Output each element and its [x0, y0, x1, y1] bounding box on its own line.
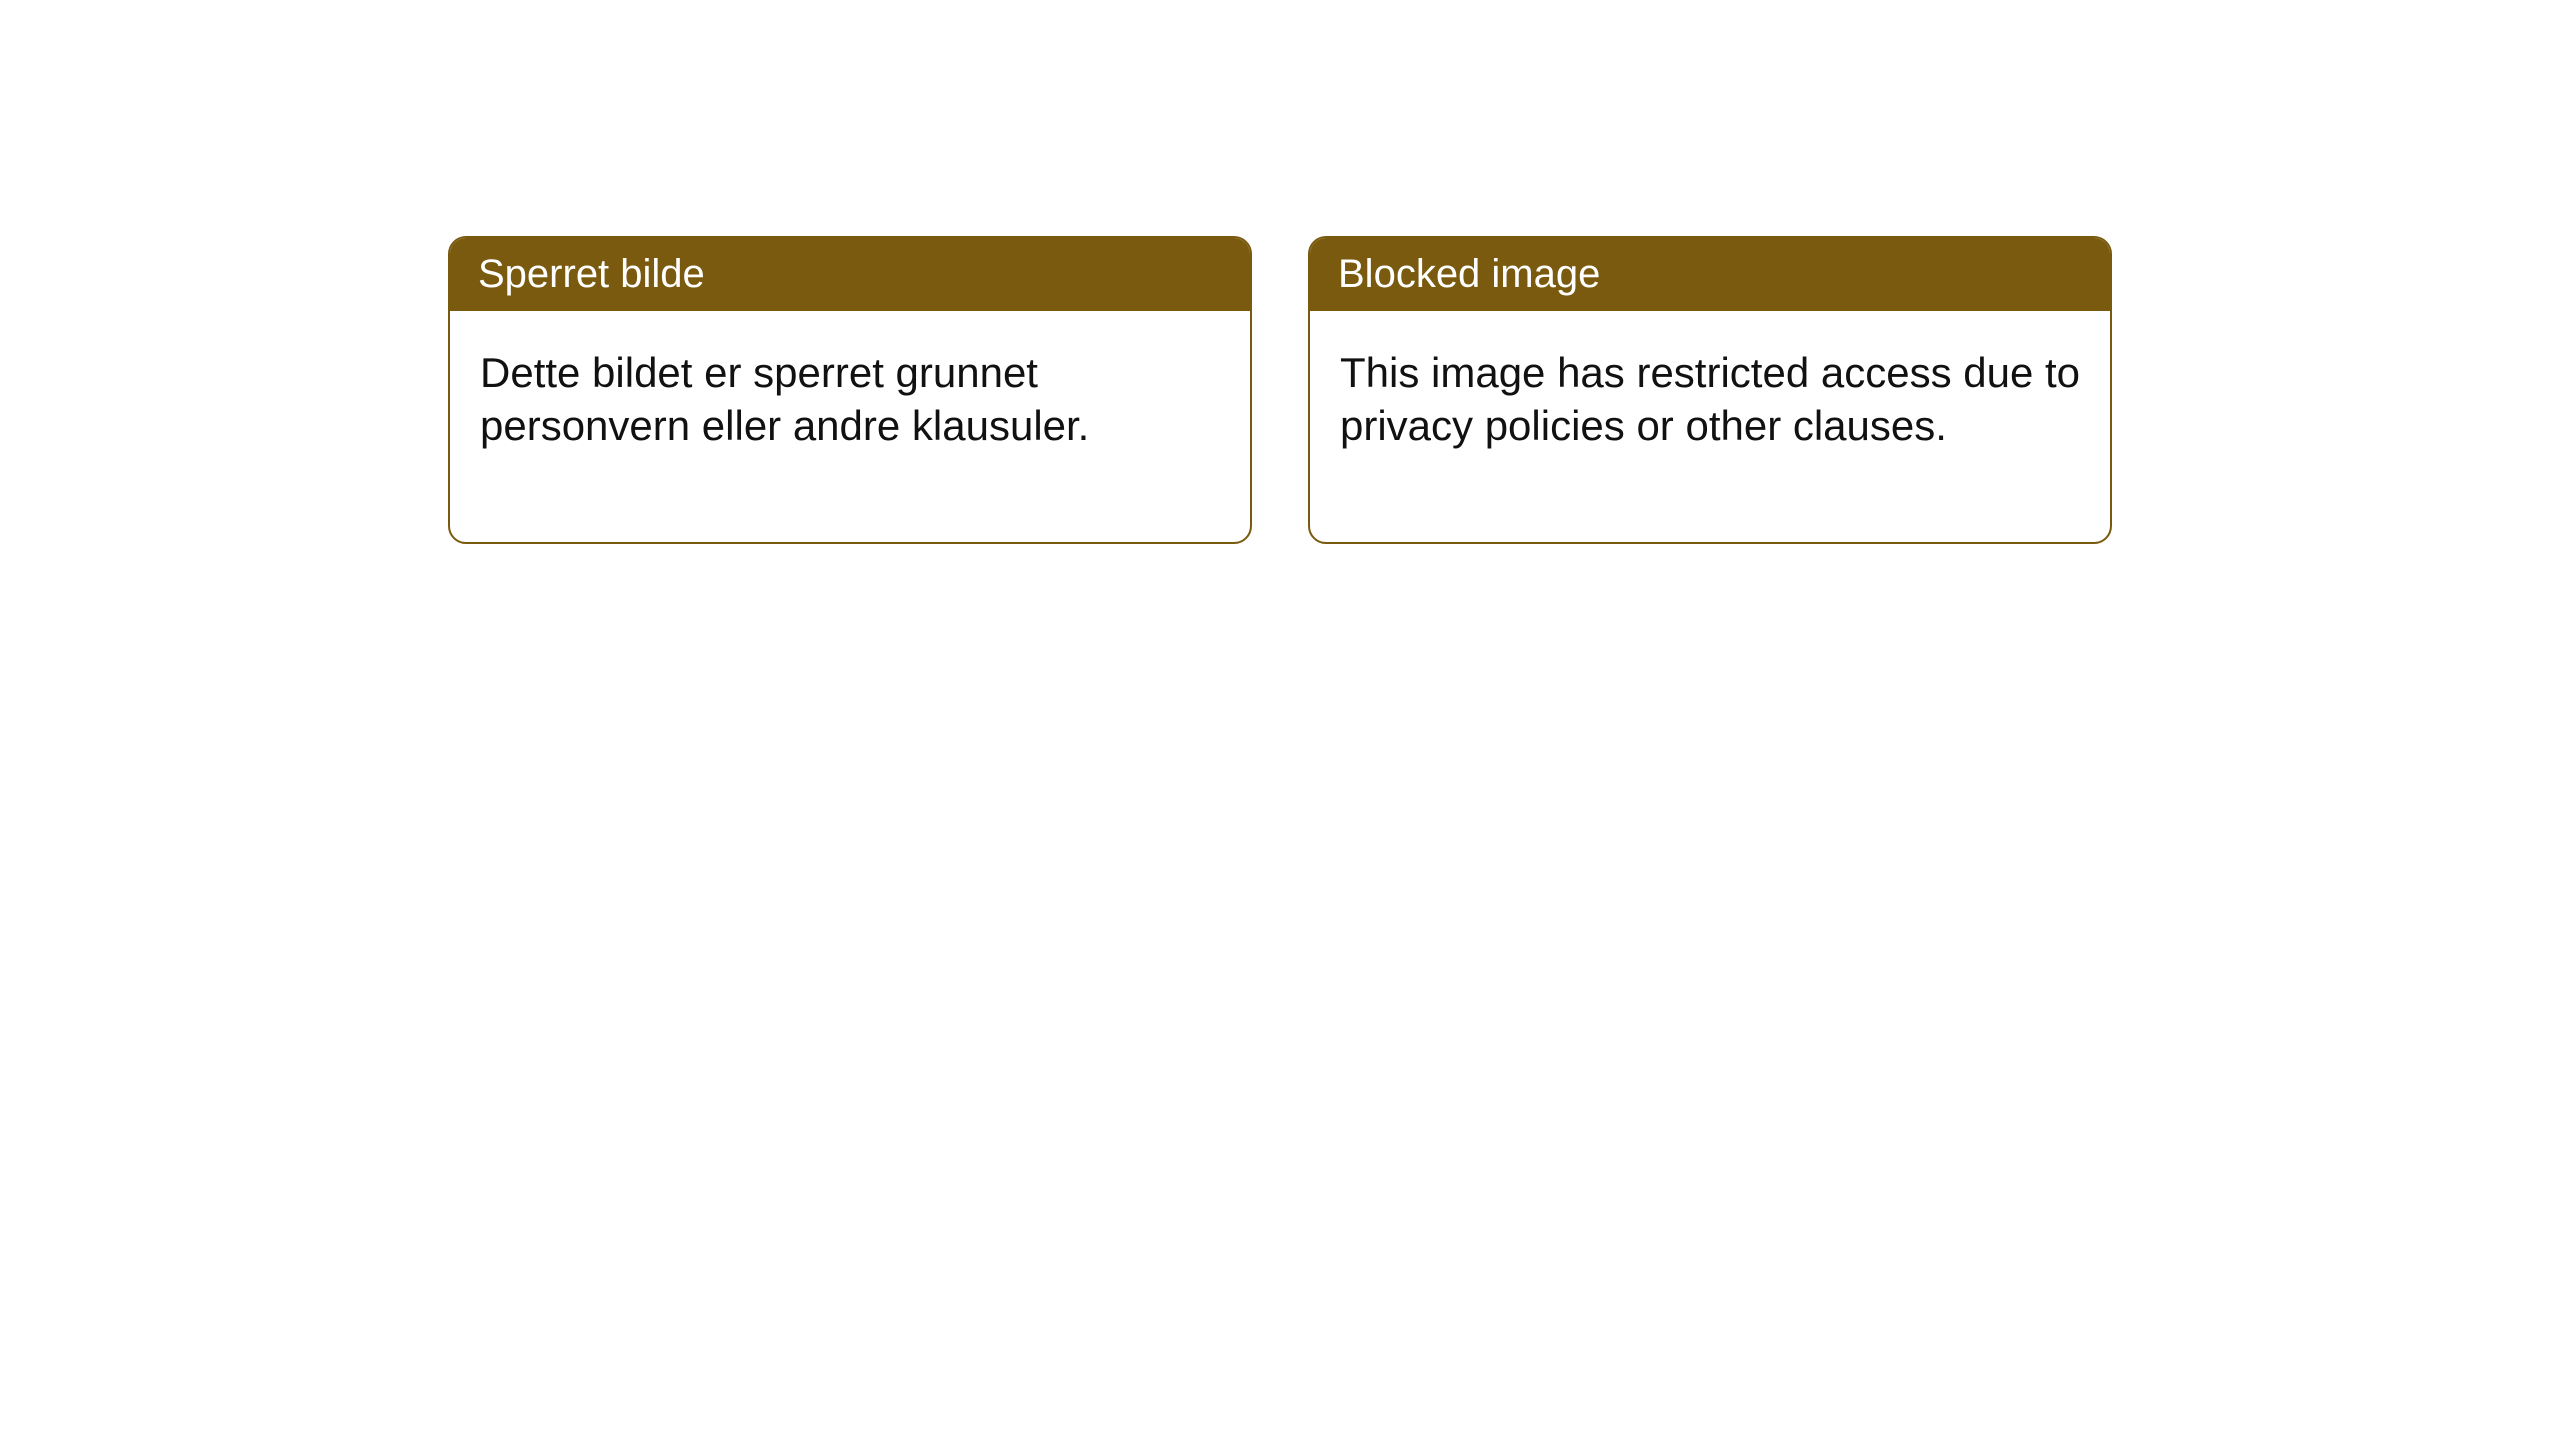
notice-header-norwegian: Sperret bilde [450, 238, 1250, 311]
notice-title-english: Blocked image [1338, 252, 1600, 296]
notice-card-norwegian: Sperret bilde Dette bildet er sperret gr… [448, 236, 1252, 544]
notice-header-english: Blocked image [1310, 238, 2110, 311]
notice-card-english: Blocked image This image has restricted … [1308, 236, 2112, 544]
notice-text-english: This image has restricted access due to … [1340, 349, 2080, 449]
notice-container: Sperret bilde Dette bildet er sperret gr… [448, 236, 2112, 544]
notice-body-english: This image has restricted access due to … [1310, 311, 2110, 542]
notice-title-norwegian: Sperret bilde [478, 252, 705, 296]
notice-body-norwegian: Dette bildet er sperret grunnet personve… [450, 311, 1250, 542]
notice-text-norwegian: Dette bildet er sperret grunnet personve… [480, 349, 1089, 449]
